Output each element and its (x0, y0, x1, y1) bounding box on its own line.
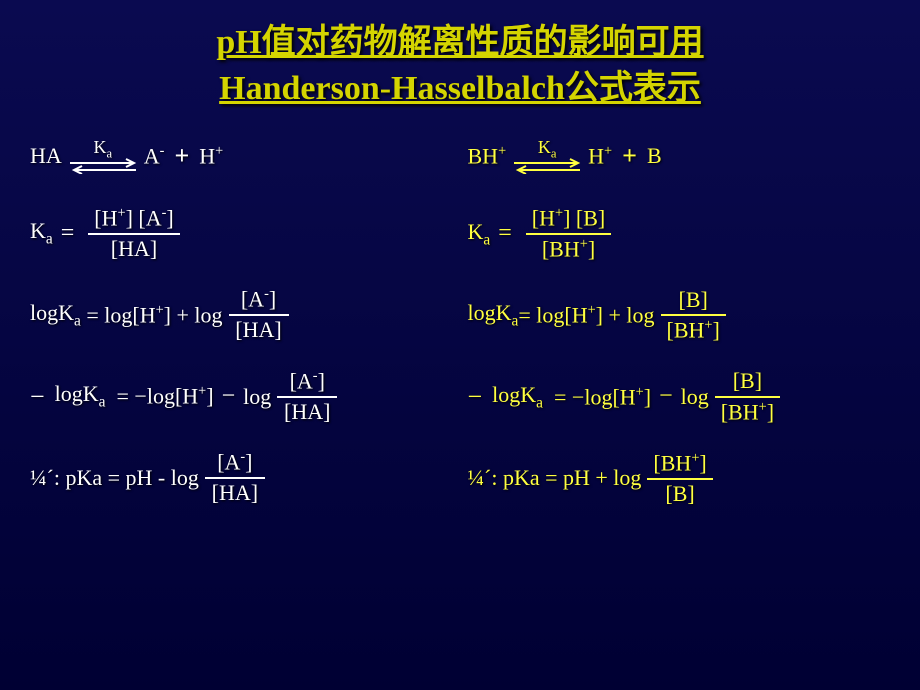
species-HA: HA (30, 143, 62, 169)
left-column-acid: HA Ka A- + H+ Ka = [H+] [A-] [HA] (30, 130, 453, 530)
minus-sign: − (222, 383, 236, 410)
minus-sign: − (659, 383, 673, 410)
neg-log-fraction: [A-] [HA] (277, 367, 337, 427)
base-dissociation-eq: BH+ Ka H+ + B (468, 130, 891, 182)
title-line1: pH值对药物解离性质的影响可用 (216, 24, 703, 61)
ka-fraction-base: [H+] [B] [BH+] (526, 204, 611, 264)
plus-sign: + (174, 141, 189, 171)
final-prefix-acid: ¼´: pKa = pH - (30, 465, 165, 491)
final-fraction-acid: [A-] [HA] (205, 448, 265, 508)
ka-symbol: Ka (30, 218, 53, 248)
ka-fraction: [H+] [A-] [HA] (88, 204, 179, 264)
species-H-plus: H+ (588, 143, 612, 169)
ka-expression-base: Ka = [H+] [B] [BH+] (468, 204, 891, 264)
right-column-base: BH+ Ka H+ + B Ka = [H+] [B] [BH+] (468, 130, 891, 530)
neg-log-fraction-base: [B] [BH+] (715, 367, 780, 427)
final-prefix-base: ¼´: pKa = pH + (468, 465, 608, 491)
plus-sign: + (622, 141, 637, 171)
ka-symbol: Ka (468, 219, 491, 249)
minus-sign: − (468, 382, 483, 412)
species-BH-plus: BH+ (468, 143, 507, 169)
acid-dissociation-eq: HA Ka A- + H+ (30, 130, 453, 182)
log-ka: logKa (30, 300, 81, 330)
log-ka-expression-base: logKa = log[H+] + log [B] [BH+] (468, 286, 891, 346)
pka-final-acid: ¼´: pKa = pH - log [A-] [HA] (30, 448, 453, 508)
ka-expression: Ka = [H+] [A-] [HA] (30, 204, 453, 264)
log-ka-neg: logKa (55, 381, 106, 411)
log-ka-neg: logKa (492, 382, 543, 412)
log-ka: logKa (468, 300, 519, 330)
species-B: B (647, 143, 662, 169)
neg-log-ka-expression: − logKa = −log[H+] − log [A-] [HA] (30, 367, 453, 427)
log-fraction: [A-] [HA] (229, 285, 289, 345)
log-fraction-base: [B] [BH+] (661, 286, 726, 346)
pka-final-base: ¼´: pKa = pH + log [BH+] [B] (468, 449, 891, 509)
equilibrium-arrow-icon: Ka (512, 138, 582, 174)
neg-log-ka-expression-base: − logKa = −log[H+] − log [B] [BH+] (468, 367, 891, 427)
minus-sign: − (30, 382, 45, 412)
content-columns: HA Ka A- + H+ Ka = [H+] [A-] [HA] (30, 130, 890, 530)
equilibrium-arrow-icon: Ka (68, 138, 138, 174)
species-A-minus: A- (144, 143, 165, 169)
slide-title: pH值对药物解离性质的影响可用 Handerson-Hasselbalch公式表… (30, 20, 890, 112)
title-line2: Handerson-Hasselbalch公式表示 (219, 70, 701, 107)
log-ka-expression: logKa = log[H+] + log [A-] [HA] (30, 285, 453, 345)
species-H-plus: H+ (199, 143, 223, 169)
equals-sign: = (498, 220, 512, 247)
final-fraction-base: [BH+] [B] (647, 449, 712, 509)
equals-sign: = (61, 220, 75, 247)
